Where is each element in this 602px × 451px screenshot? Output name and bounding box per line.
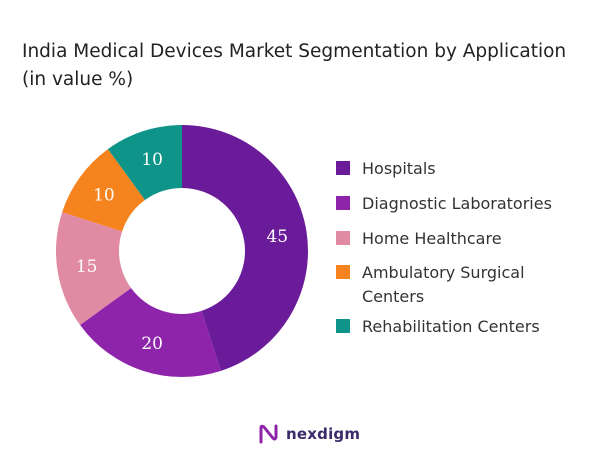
legend-label: Diagnostic Laboratories (362, 192, 552, 216)
legend-swatch (336, 231, 350, 245)
legend-label-line: Rehabilitation Centers (362, 317, 540, 336)
legend-label: Hospitals (362, 157, 436, 181)
legend-label-line: Diagnostic Laboratories (362, 194, 552, 213)
legend-label-line: Centers (362, 287, 425, 306)
donut-slice-ambulatory-surgical-centers (62, 149, 145, 232)
footer: nexdigm (0, 422, 602, 446)
brand-name: nexdigm (286, 425, 361, 443)
chart-title: India Medical Devices Market Segmentatio… (22, 38, 597, 94)
legend-swatch (336, 196, 350, 210)
nexdigm-logo-icon (259, 424, 278, 444)
slice-value-label: 10 (93, 185, 115, 205)
donut-slice-rehabilitation-centers (107, 125, 182, 201)
chart-title-line-1: India Medical Devices Market Segmentatio… (22, 41, 567, 62)
donut-slice-home-healthcare (55, 212, 132, 326)
donut-slice-diagnostic-laboratories (80, 288, 221, 378)
legend-label: Rehabilitation Centers (362, 315, 540, 339)
legend-label: Home Healthcare (362, 227, 502, 251)
legend-label: Ambulatory Surgical Centers (362, 261, 525, 309)
legend-label-line: Ambulatory Surgical (362, 263, 525, 282)
legend-swatch (336, 161, 350, 175)
slice-value-label: 20 (141, 334, 163, 354)
slice-value-label: 45 (266, 227, 288, 247)
legend-swatch (336, 265, 350, 279)
slice-value-label: 10 (141, 150, 163, 170)
chart-title-line-2: (in value %) (22, 69, 134, 90)
donut-slice-hospitals (182, 125, 309, 371)
legend-label-line: Home Healthcare (362, 229, 502, 248)
legend-label-line: Hospitals (362, 159, 436, 178)
slice-value-label: 15 (76, 257, 98, 277)
legend-swatch (336, 319, 350, 333)
